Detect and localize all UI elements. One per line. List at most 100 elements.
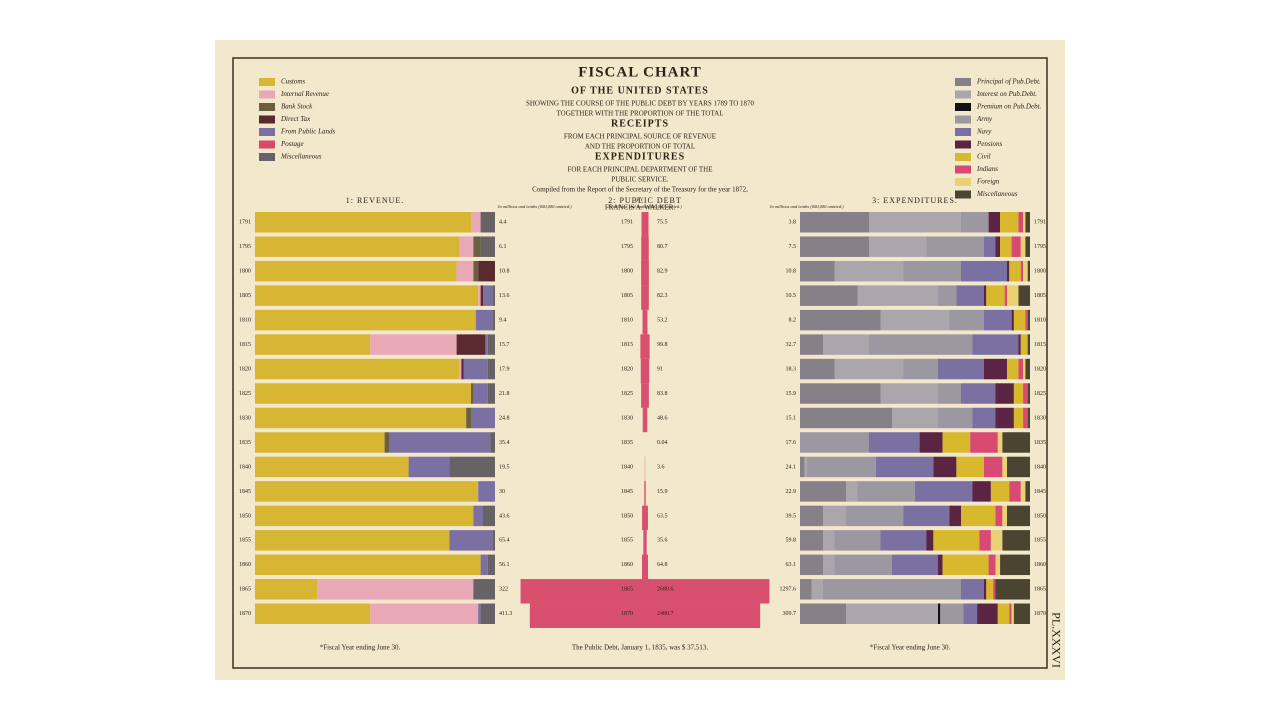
bar-segment [926, 530, 934, 551]
bar-segment [255, 456, 409, 478]
year-label: 1850 [621, 513, 633, 519]
legend-swatch [259, 140, 275, 149]
legend-label: Army [976, 115, 993, 123]
total-label: 10.8 [786, 269, 797, 275]
total-label: 7.5 [789, 244, 797, 250]
bar-segment [1023, 260, 1028, 282]
legend-label: From Public Lands [280, 128, 335, 136]
legend-swatch [955, 140, 971, 149]
header-line: PUBLIC SERVICE. [611, 176, 668, 184]
value-label: 35.6 [657, 538, 668, 544]
bar-segment [255, 579, 318, 600]
bar-segment [800, 481, 846, 502]
bar-segment [255, 260, 457, 282]
bar-segment [473, 579, 495, 600]
total-label: 17.9 [499, 366, 510, 372]
debt-bar [641, 212, 649, 237]
year-label: 1850 [1034, 513, 1046, 519]
debt-bar [640, 358, 650, 384]
year-label: 1805 [1034, 293, 1046, 299]
bar-segment [483, 285, 493, 306]
year-label: 1835 [621, 440, 633, 446]
year-label: 1825 [1034, 391, 1046, 397]
total-label: 32.7 [786, 342, 797, 348]
year-label: 1810 [1034, 317, 1046, 323]
bar-segment [984, 285, 987, 306]
bar-segment [875, 456, 934, 478]
bar-segment [473, 236, 481, 257]
bar-segment [408, 456, 450, 478]
legend-label: Customs [281, 78, 305, 86]
bar-segment [869, 432, 920, 453]
bar-segment [255, 505, 474, 527]
total-label: 15.7 [499, 342, 510, 348]
bar-segment [1013, 407, 1024, 429]
total-label: 3.8 [789, 220, 797, 226]
bar-segment [984, 236, 996, 257]
bar-segment [961, 212, 989, 233]
bar-segment [1007, 358, 1019, 380]
year-label: 1815 [239, 342, 251, 348]
bar-segment [487, 383, 495, 404]
bar-segment [892, 554, 938, 576]
bar-segment [475, 309, 493, 331]
bar-segment [823, 530, 835, 551]
bar-segment [993, 579, 996, 600]
bar-segment [1013, 383, 1024, 404]
bar-segment [480, 554, 488, 576]
bar-segment [478, 481, 495, 502]
bar-segment [389, 432, 491, 453]
bar-segment [823, 334, 869, 355]
bar-segment [823, 554, 835, 576]
year-label: 1830 [239, 415, 251, 421]
year-label: 1830 [1034, 415, 1046, 421]
bar-segment [1009, 603, 1012, 624]
bar-segment [370, 334, 457, 355]
header-line: BY [637, 198, 644, 203]
value-label: 83.8 [657, 391, 668, 397]
bar-segment [995, 579, 1030, 600]
header-line: OF THE UNITED STATES [571, 85, 709, 96]
total-label: 6.1 [499, 244, 507, 250]
bar-segment [459, 358, 462, 380]
bar-segment [800, 530, 823, 551]
legend-swatch [259, 115, 275, 124]
total-label: 65.4 [499, 538, 510, 544]
bar-segment [1023, 383, 1028, 404]
bar-segment [961, 260, 1007, 282]
bar-segment [480, 212, 495, 233]
year-label: 1870 [1034, 611, 1046, 617]
header-line: FISCAL CHART [578, 64, 702, 80]
year-label: 1845 [1034, 489, 1046, 495]
bar-segment [880, 530, 927, 551]
bar-segment [1011, 236, 1021, 257]
year-label: 1810 [239, 317, 251, 323]
bar-segment [1000, 212, 1019, 233]
bar-segment [846, 603, 938, 624]
bar-segment [869, 236, 927, 257]
total-label: 8.2 [789, 317, 797, 323]
bar-segment [1025, 481, 1030, 502]
total-label: 35.4 [499, 440, 510, 446]
bar-segment [915, 481, 973, 502]
bar-segment [857, 285, 938, 306]
year-label: 1805 [621, 293, 633, 299]
debt-bar [641, 260, 649, 286]
bar-segment [995, 554, 1001, 576]
panel-note: In millions and tenths (000,000 omitted.… [607, 204, 682, 210]
bar-segment [461, 358, 464, 380]
debt-bar [641, 285, 649, 310]
value-label: 64.8 [657, 562, 668, 568]
bar-segment [1023, 212, 1026, 233]
bar-segment [972, 334, 1019, 355]
legend-swatch [259, 78, 275, 86]
year-label: 1860 [239, 562, 251, 568]
bar-segment [933, 530, 980, 551]
bar-segment [480, 236, 495, 257]
bar-segment [961, 579, 984, 600]
year-label: 1825 [621, 391, 633, 397]
year-label: 1800 [1034, 269, 1046, 275]
legend-label: Indians [976, 165, 998, 173]
bar-segment [449, 530, 493, 551]
bar-segment [846, 481, 858, 502]
